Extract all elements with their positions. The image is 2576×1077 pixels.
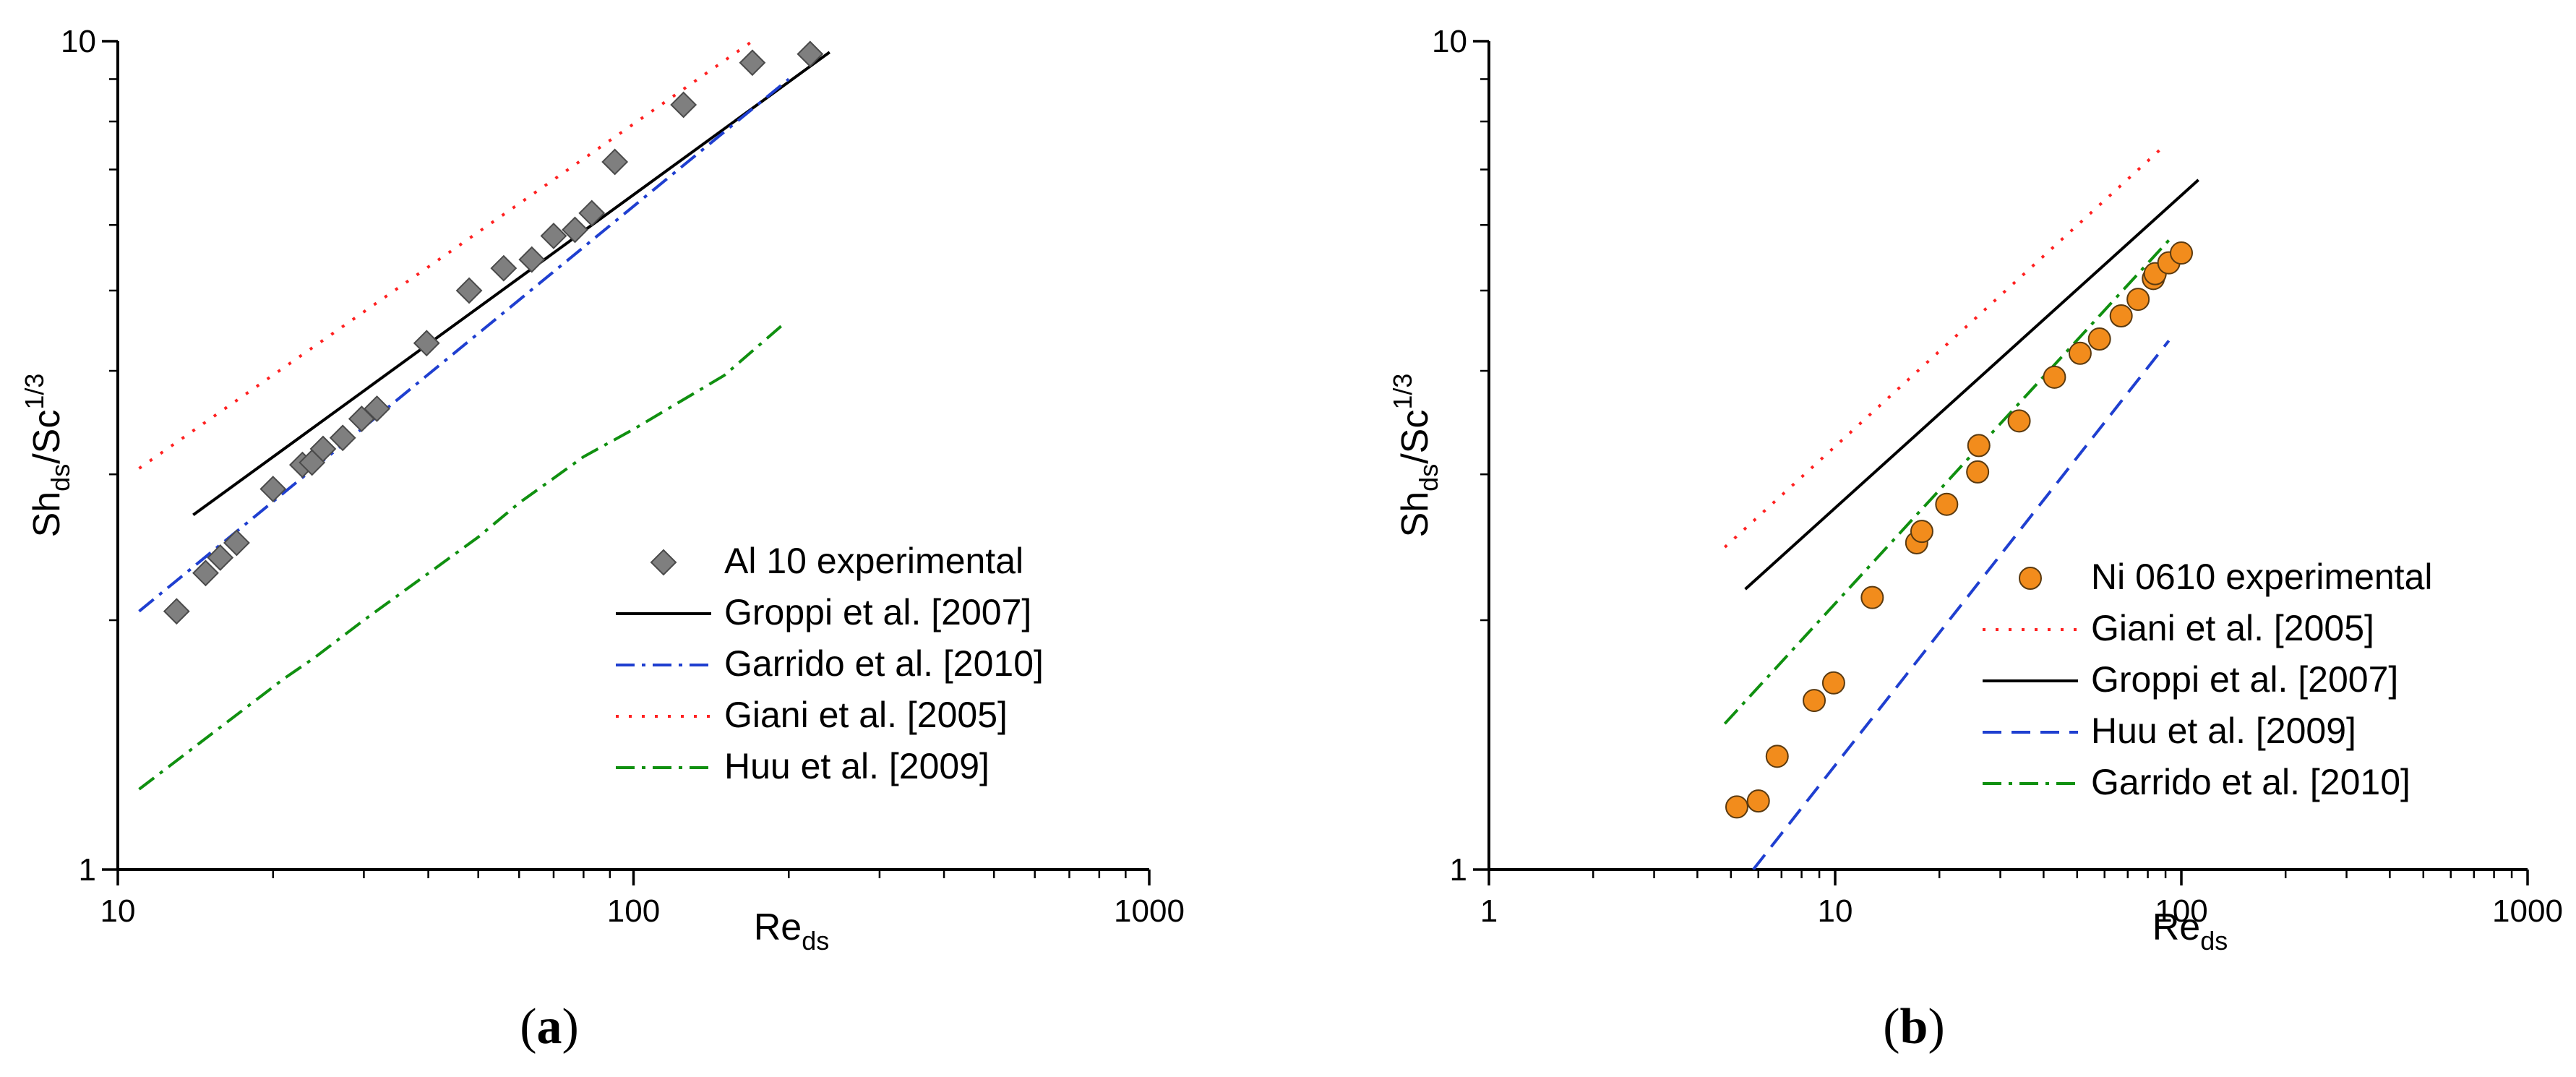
data-point-circle [2043,365,2066,389]
legend-label-al-10-experimental: Al 10 experimental [724,541,1023,581]
panel-caption-letter: a [537,999,562,1055]
data-point-circle [1860,585,1884,609]
x-axis-title-base: Re [2152,906,2200,948]
series-line-groppi-et-al-2007 [192,51,830,517]
y-axis-title-superscript: 1/3 [1388,374,1417,410]
panel-caption-close: ) [562,999,579,1055]
data-point-diamond [192,559,219,587]
x-tick-label: 1000 [1114,893,1185,929]
data-point-diamond [518,246,546,273]
legend-swatch-al-10-experimental [650,549,677,576]
data-point-diamond [259,476,287,502]
y-axis-title-base: Sh [1394,492,1436,538]
data-point-diamond [329,424,356,452]
series-line-huu-et-al-2009 [1752,340,2171,870]
y-tick-label: 1 [79,852,96,888]
legend-label-garrido-et-al-2010: Garrido et al. [2010] [724,643,1044,684]
series-line-huu-et-al-2009 [138,323,784,791]
x-axis-title-base: Re [754,906,802,948]
y-tick-label: 10 [61,24,96,59]
series-line-giani-et-al-2005 [138,40,754,470]
data-point-diamond [364,395,390,422]
x-tick-label: 10 [1818,893,1853,929]
legend-label-huu-et-al-2009: Huu et al. [2009] [2091,711,2356,751]
x-tick-label: 1 [1480,893,1498,929]
y-axis-title-superscript: 1/3 [20,374,49,410]
data-point-circle [1746,789,1770,813]
data-point-diamond [490,254,518,282]
x-axis-title-subscript: ds [2200,926,2228,956]
plot-area [138,40,830,791]
data-point-diamond [601,148,629,176]
data-point-circle [1935,492,1959,516]
x-axis-title-subscript: ds [802,926,829,956]
x-tick-label: 100 [607,893,660,929]
y-axis-title: Shds/Sc1/3 [20,374,75,538]
series-line-garrido-et-al-2010 [1723,239,2171,725]
y-axis-title-base: Sh [26,492,68,538]
data-point-circle [1725,795,1748,819]
data-point-circle [1765,745,1789,768]
series-line-groppi-et-al-2007 [1744,179,2199,591]
x-axis-title: Reds [2152,906,2228,956]
x-tick-label: 10 [100,893,136,929]
data-point-diamond [670,91,697,119]
panel-caption-letter: b [1900,999,1928,1055]
x-tick-label: 1000 [2492,893,2563,929]
data-point-diamond [309,435,337,463]
data-point-circle [2126,288,2150,312]
y-axis-title-subscript: ds [46,464,75,492]
data-point-circle [2087,327,2111,351]
legend-label-ni-0610-experimental: Ni 0610 experimental [2091,557,2433,597]
legend: Al 10 experimental Groppi et al. [2007] Ga… [616,541,1044,786]
x-tick-label: 100 [2155,893,2207,929]
data-point-circle [2170,241,2193,265]
y-axis-title: Shds/Sc1/3 [1388,374,1443,538]
data-point-diamond [207,544,234,571]
data-point-circle [1821,671,1845,695]
data-point-diamond [540,222,567,249]
data-point-circle [2109,304,2133,328]
panel-caption-open: ( [1883,999,1899,1055]
data-point-circle [2007,409,2031,433]
legend-label-huu-et-al-2009: Huu et al. [2009] [724,746,989,786]
data-point-diamond [739,49,766,77]
y-tick-label: 10 [1432,24,1467,59]
data-point-diamond [413,330,440,357]
data-point-diamond [797,40,824,68]
data-point-circle [2068,341,2092,365]
x-axis-title: Reds [754,906,830,956]
legend-label-giani-et-al-2005: Giani et al. [2005] [2091,608,2374,648]
data-point-circle [1803,689,1826,713]
data-point-circle [1910,520,1933,544]
panel-caption: (a) [520,999,579,1055]
legend: Ni 0610 experimental Giani et al. [2005] G… [1983,557,2433,802]
legend-label-groppi-et-al-2007: Groppi et al. [2007] [724,592,1031,632]
y-axis-title-subscript: ds [1414,464,1443,492]
legend-swatch-ni-0610-experimental [2019,567,2042,590]
panel-caption-close: ) [1928,999,1944,1055]
data-point-diamond [562,216,588,244]
data-point-diamond [455,277,483,304]
y-axis-title-mid: /Sc [1394,410,1436,464]
legend-label-groppi-et-al-2007: Groppi et al. [2007] [2091,659,2398,700]
data-point-circle [1966,460,1990,484]
y-tick-label: 1 [1450,852,1467,888]
data-point-circle [1967,434,1991,458]
legend-label-giani-et-al-2005: Giani et al. [2005] [724,695,1008,735]
panel-caption: (b) [1883,999,1945,1055]
data-point-diamond [223,529,250,557]
data-point-diamond [578,199,606,227]
legend-label-garrido-et-al-2010: Garrido et al. [2010] [2091,762,2410,802]
series-line-garrido-et-al-2010 [138,77,790,613]
panel-caption-open: ( [520,999,536,1055]
y-axis-title-mid: /Sc [26,410,68,464]
data-point-diamond [163,598,190,625]
plot-area [1723,143,2199,870]
